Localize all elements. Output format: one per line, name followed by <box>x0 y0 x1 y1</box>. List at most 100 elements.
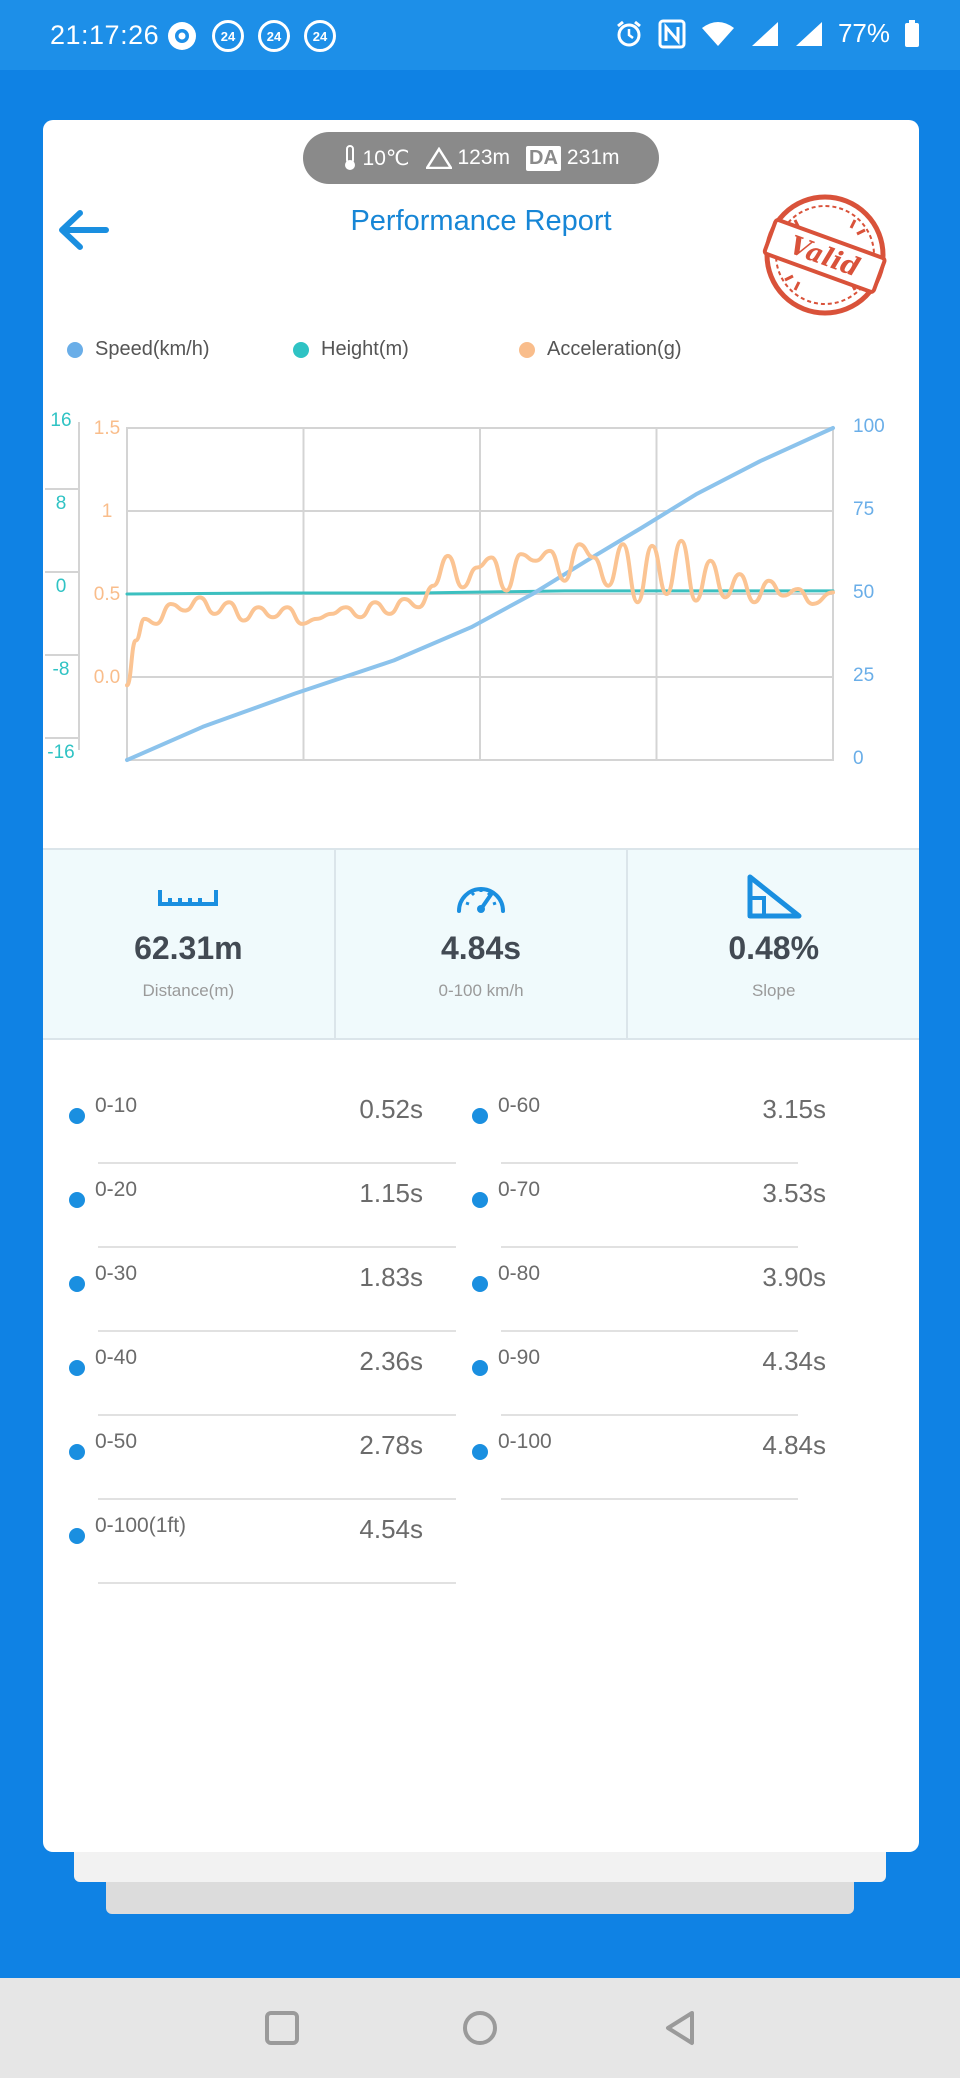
speed-tick-label: 75 <box>853 499 874 520</box>
density-altitude-value: 231m <box>566 146 620 169</box>
row-divider <box>501 1330 798 1332</box>
split-label: 0-10 <box>95 1094 138 1117</box>
valid-stamp: Valid <box>762 194 887 316</box>
height-tick-label: 16 <box>50 410 71 431</box>
ruler-icon <box>158 890 219 906</box>
legend-dot <box>519 341 535 358</box>
back-button[interactable] <box>53 200 113 260</box>
notification-icons: 24 24 24 <box>166 20 336 52</box>
split-label: 0-20 <box>95 1178 138 1201</box>
acceleration-series-line <box>125 538 835 688</box>
bullet-icon <box>472 1360 488 1376</box>
split-value: 0.52s <box>359 1094 423 1124</box>
stat-zero-to-hundred: 4.84s 0-100 km/h <box>333 850 627 1038</box>
split-value: 4.54s <box>359 1514 423 1544</box>
speed-tick-label: 50 <box>853 582 874 603</box>
bullet-icon <box>69 1444 85 1460</box>
bullet-icon <box>69 1276 85 1292</box>
speed-tick-label: 25 <box>853 665 874 686</box>
notification-badge-icon: 24 <box>258 20 290 52</box>
page-title: Performance Report <box>350 205 612 237</box>
row-divider <box>98 1162 456 1164</box>
split-row: 0-10 0.52s <box>43 1080 456 1164</box>
legend-item-speed: Speed(km/h) <box>67 338 293 361</box>
signal-icon <box>751 21 778 46</box>
split-value: 3.90s <box>762 1262 826 1292</box>
signal-icon <box>795 21 822 46</box>
split-row: 0-40 2.36s <box>43 1332 456 1416</box>
legend-label: Speed(km/h) <box>95 338 210 360</box>
mountain-icon <box>425 147 452 169</box>
bullet-icon <box>472 1444 488 1460</box>
split-label: 0-90 <box>498 1346 541 1369</box>
row-divider <box>501 1498 798 1500</box>
bullet-icon <box>472 1108 488 1124</box>
split-value: 4.84s <box>762 1430 826 1460</box>
split-value: 3.53s <box>762 1178 826 1208</box>
nfc-icon <box>658 19 686 48</box>
legend-label: Acceleration(g) <box>547 338 682 360</box>
altitude-item: 123m <box>425 146 511 170</box>
stat-slope: 0.48% Slope <box>626 850 919 1038</box>
stat-value: 4.84s <box>440 930 522 966</box>
row-divider <box>98 1330 456 1332</box>
height-tick-label: -16 <box>47 742 74 763</box>
speed-tick-label: 0 <box>853 748 864 769</box>
recents-button[interactable] <box>262 2008 302 2048</box>
wifi-icon <box>701 21 734 46</box>
height-tick-label: 0 <box>56 576 67 597</box>
notification-badge-icon: 24 <box>212 20 244 52</box>
environment-pill: 10℃ 123m DA 231m <box>303 132 659 184</box>
chart-legend: Speed(km/h) Height(m) Acceleration(g) <box>67 338 682 361</box>
split-label: 0-30 <box>95 1262 138 1285</box>
split-label: 0-50 <box>95 1430 138 1453</box>
row-divider <box>98 1582 456 1584</box>
row-divider <box>501 1162 798 1164</box>
alarm-icon <box>617 20 641 46</box>
system-icons: 77% <box>614 18 920 49</box>
chart-axes: 16 8 0 -8 -16 1.5 1 0.5 0.0 100 75 50 25 0 <box>45 410 885 769</box>
split-value: 1.15s <box>359 1178 423 1208</box>
density-altitude-item: DA 231m <box>526 145 620 171</box>
altitude-value: 123m <box>457 146 511 169</box>
stat-value: 0.48% <box>728 930 820 966</box>
battery-icon <box>905 19 919 47</box>
navigation-bar <box>0 1978 960 2078</box>
status-bar: 21:17:26 24 24 24 77% <box>0 0 960 70</box>
stat-distance: 62.31m Distance(m) <box>43 850 334 1038</box>
bullet-icon <box>69 1192 85 1208</box>
split-label: 0-100 <box>498 1430 552 1453</box>
split-label: 0-40 <box>95 1346 138 1369</box>
temperature-item: 10℃ <box>343 145 410 171</box>
split-value: 2.36s <box>359 1346 423 1376</box>
back-nav-button[interactable] <box>660 2008 700 2048</box>
chart-grid <box>126 427 834 761</box>
legend-item-height: Height(m) <box>293 338 519 361</box>
status-time: 21:17:26 <box>50 20 160 50</box>
split-label: 0-100(1ft) <box>95 1514 187 1537</box>
home-button[interactable] <box>460 2008 500 2048</box>
split-row: 0-100(1ft) 4.54s <box>43 1500 456 1584</box>
row-divider <box>98 1414 456 1416</box>
accel-tick-label: 0.0 <box>94 667 120 688</box>
legend-item-acceleration: Acceleration(g) <box>519 338 682 361</box>
stat-label: Distance(m) <box>142 981 235 1000</box>
stat-value: 62.31m <box>134 930 243 966</box>
split-value: 1.83s <box>359 1262 423 1292</box>
stat-label: 0-100 km/h <box>438 981 524 1000</box>
split-value: 4.34s <box>762 1346 826 1376</box>
report-card: 10℃ 123m DA 231m Performance Report Vali… <box>43 120 919 1852</box>
accel-tick-label: 1 <box>102 501 113 522</box>
stats-panel: 62.31m Distance(m) 4.84s 0-100 km/h 0.48… <box>43 848 919 1040</box>
speed-tick-label: 100 <box>853 416 885 437</box>
split-value: 2.78s <box>359 1430 423 1460</box>
split-label: 0-60 <box>498 1094 541 1117</box>
temperature-value: 10℃ <box>362 146 410 170</box>
height-tick-label: 8 <box>56 493 67 514</box>
split-row: 0-70 3.53s <box>446 1164 826 1248</box>
split-value: 3.15s <box>762 1094 826 1124</box>
bullet-icon <box>472 1192 488 1208</box>
accel-tick-label: 0.5 <box>94 584 120 605</box>
bullet-icon <box>69 1360 85 1376</box>
row-divider <box>501 1246 798 1248</box>
